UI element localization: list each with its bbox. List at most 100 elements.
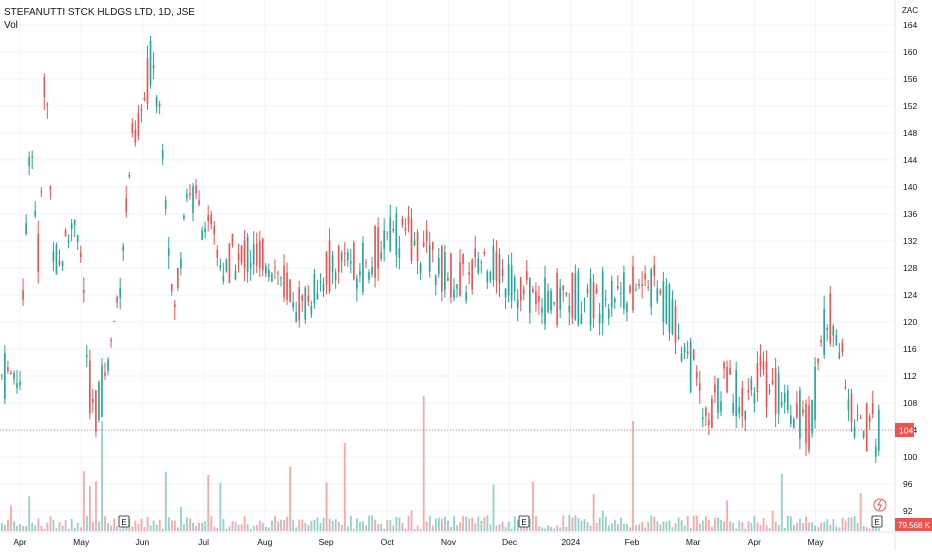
candle-body (768, 389, 771, 392)
candle-body (698, 383, 701, 391)
volume-bar (7, 519, 9, 531)
candle-body (601, 271, 604, 323)
candle-body (844, 386, 847, 389)
x-tick-label: Nov (441, 537, 457, 547)
candle-body (28, 157, 30, 166)
candle-body (92, 398, 94, 403)
volume-bar (832, 519, 835, 531)
candle-body (495, 251, 498, 281)
volume-bar (853, 516, 856, 531)
volume-bar (459, 522, 462, 531)
volume-bar (201, 522, 204, 531)
volume-bar (16, 525, 18, 531)
earnings-marker[interactable] (871, 515, 883, 528)
price-axis[interactable] (895, 0, 932, 550)
volume-bar (368, 515, 370, 531)
candle-body (871, 403, 874, 414)
candle-body (668, 284, 671, 333)
earnings-marker[interactable] (118, 515, 130, 528)
volume-bar (219, 482, 222, 531)
volume-bar (340, 524, 343, 531)
candle-body (498, 254, 501, 285)
candle-body (410, 218, 413, 261)
candle-body (680, 353, 683, 361)
candle-body (492, 245, 495, 280)
volume-bar (747, 521, 750, 531)
candle-body (665, 286, 668, 324)
volume-bar (456, 525, 458, 531)
candle-body (313, 273, 316, 304)
candle-body (404, 228, 407, 231)
candle-body (349, 261, 352, 264)
volume-bar (98, 521, 100, 531)
last-volume-label: 79.568 K (898, 521, 931, 530)
candle-body (501, 269, 504, 276)
candle-body (76, 235, 79, 242)
volume-bar (838, 527, 841, 531)
candle-body (128, 174, 131, 177)
candle-body (765, 361, 768, 408)
last-price-label: 104 (899, 426, 913, 436)
candle-body (817, 358, 819, 364)
candle-body (510, 265, 513, 300)
candle-body (683, 347, 686, 353)
candle-body (595, 288, 598, 293)
volume-bar (847, 517, 850, 531)
volume-bar (116, 525, 119, 531)
y-tick-label: 120 (903, 317, 917, 327)
candle-body (441, 245, 443, 292)
volume-bar (613, 519, 616, 531)
volume-bar (43, 528, 46, 531)
volume-bar (698, 523, 701, 531)
candle-body (796, 403, 798, 418)
volume-bar (805, 516, 807, 531)
volume-bar (213, 526, 216, 531)
candle-body (456, 284, 458, 289)
candle-body (747, 389, 750, 393)
candle-body (110, 339, 112, 342)
x-tick-label: Dec (502, 537, 518, 547)
volume-bar (137, 524, 140, 531)
candle-body (565, 292, 568, 295)
candle-body (301, 295, 304, 301)
candle-body (504, 288, 507, 298)
candle-body (662, 281, 665, 322)
candle-body (686, 351, 689, 355)
volume-bar (322, 517, 325, 531)
volume-bar (447, 520, 449, 531)
candle-body (183, 215, 185, 219)
candle-body (131, 122, 134, 134)
candle-body (434, 276, 437, 285)
volume-bar (161, 528, 164, 531)
candle-body (158, 103, 161, 107)
candle-body (689, 341, 692, 393)
volume-bar (598, 517, 601, 531)
candle-body (750, 378, 753, 391)
candle-body (34, 211, 37, 217)
candle-body (240, 245, 243, 264)
volume-bar (58, 522, 61, 531)
y-tick-label: 144 (903, 155, 917, 165)
volume-bar (547, 525, 550, 531)
candle-body (283, 265, 285, 298)
candle-body (116, 296, 118, 303)
volume-bar (544, 528, 546, 531)
candle-body (620, 293, 622, 295)
volume-bar (416, 525, 419, 531)
volume-bar (295, 527, 298, 531)
volume-bar (301, 519, 304, 531)
chart-title: STEFANUTTI STCK HLDGS LTD, 1D, JSE (4, 7, 195, 18)
candle-body (422, 242, 425, 247)
candle-body (468, 272, 470, 275)
candle-body (516, 299, 519, 309)
earnings-marker[interactable] (518, 515, 530, 528)
candle-body (222, 275, 225, 282)
volume-bar (183, 524, 185, 531)
volume-bar (647, 522, 650, 531)
volume-bar (316, 517, 319, 531)
candle-body (513, 277, 516, 292)
candle-body (789, 415, 792, 425)
volume-bar (346, 526, 349, 531)
